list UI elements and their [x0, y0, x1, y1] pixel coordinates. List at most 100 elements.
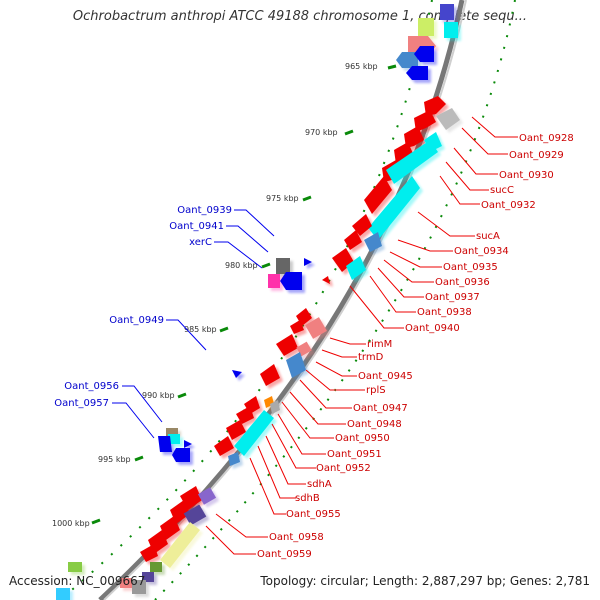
kbp-ticks [91, 64, 397, 525]
gene-reverse [280, 272, 302, 290]
leader-line [205, 525, 256, 555]
gene-forward [290, 320, 304, 334]
gene-label[interactable]: Oant_0959 [257, 549, 312, 560]
gene-label[interactable]: Oant_0928 [519, 133, 574, 144]
gene-reverse [232, 370, 242, 378]
leader-line [315, 361, 357, 377]
leader-line [214, 241, 263, 269]
leader-line [226, 225, 269, 253]
gene-reverse [406, 66, 428, 80]
gene-label[interactable]: sdhB [295, 493, 320, 504]
tick-label: 985 kbp [184, 325, 217, 334]
gene-label[interactable]: trmD [358, 352, 384, 363]
leader-line [305, 369, 365, 391]
gene-label[interactable]: Oant_0952 [316, 463, 371, 474]
gene-forward [170, 500, 190, 524]
gene-purple [197, 487, 217, 505]
gene-label[interactable]: Oant_0949 [109, 315, 164, 326]
leader-line [349, 285, 404, 329]
gene-grey [276, 258, 290, 274]
gene-label[interactable]: Oant_0936 [435, 277, 490, 288]
gene-label[interactable]: Oant_0932 [481, 200, 536, 211]
gene-pink [120, 578, 132, 588]
right-leaders [205, 116, 518, 555]
tick-970 [344, 129, 354, 136]
gene-label[interactable]: Oant_0958 [269, 532, 324, 543]
gene-pink [305, 317, 327, 339]
gene-forward [414, 110, 436, 132]
leader-line [281, 401, 334, 439]
gene-label[interactable]: Oant_0935 [443, 262, 498, 273]
tick-label: 980 kbp [225, 261, 258, 270]
gene-label[interactable]: Oant_0957 [54, 398, 109, 409]
gene-label[interactable]: Oant_0951 [327, 449, 382, 460]
gene-label[interactable]: Oant_0938 [417, 307, 472, 318]
gene-forward [404, 126, 424, 148]
summary-text: Topology: circular; Length: 2,887,297 bp… [260, 574, 590, 588]
leader-line [397, 239, 453, 252]
gene-label[interactable]: Oant_0947 [353, 403, 408, 414]
tick-965 [387, 64, 397, 70]
gene-label[interactable]: Oant_0956 [64, 381, 119, 392]
gene-purple [183, 504, 207, 526]
gene-label[interactable]: sdhA [307, 479, 332, 490]
tick-label: 1000 kbp [52, 519, 90, 528]
gene-rna [368, 176, 420, 240]
gene-label[interactable]: Oant_0948 [347, 419, 402, 430]
tick-label: 990 kbp [142, 391, 175, 400]
tick-label: 995 kbp [98, 455, 131, 464]
gene-reverse [364, 232, 382, 252]
gene-grey [270, 400, 280, 414]
gene-forward [160, 516, 180, 540]
gene-label[interactable]: Oant_0940 [405, 323, 460, 334]
leader-line [215, 513, 268, 538]
gene-reverse [396, 52, 418, 68]
leader-line [166, 319, 207, 351]
leader-line [377, 267, 424, 298]
leader-line [445, 161, 489, 191]
gene-label[interactable]: sucA [476, 231, 500, 242]
tick-975 [302, 195, 312, 202]
gene-label[interactable]: Oant_0934 [454, 246, 509, 257]
gene-label[interactable]: Oant_0937 [425, 292, 480, 303]
gene-forward [226, 420, 246, 440]
gene-label[interactable]: Oant_0930 [499, 170, 554, 181]
gene-label[interactable]: xerC [189, 237, 212, 248]
leader-line [271, 423, 316, 469]
leader-line [299, 379, 352, 409]
gene-label[interactable]: Oant_0945 [358, 371, 413, 382]
gene-rna [418, 18, 434, 36]
tick-1000 [91, 518, 101, 525]
gene-forward [260, 364, 280, 386]
gene-forward [364, 176, 392, 214]
leader-line [471, 116, 518, 138]
gene-label[interactable]: Oant_0955 [286, 509, 341, 520]
tick-990 [177, 392, 187, 399]
gene-magenta [268, 274, 280, 288]
gene-forward [276, 334, 298, 356]
gene-purple [142, 572, 154, 582]
gene-label[interactable]: rimM [367, 339, 392, 350]
gene-yellow [160, 522, 200, 568]
leader-line [122, 385, 163, 423]
tick-985 [219, 326, 229, 333]
gene-label[interactable]: Oant_0950 [335, 433, 390, 444]
leader-line [112, 402, 155, 439]
leader-line [417, 211, 475, 237]
gene-label[interactable]: Oant_0941 [169, 221, 224, 232]
gene-label[interactable]: sucC [490, 185, 514, 196]
leader-line [461, 127, 508, 155]
gene-olive [150, 562, 162, 572]
gene-grey [166, 428, 178, 436]
tick-label: 970 kbp [305, 128, 338, 137]
gene-label[interactable]: rplS [366, 385, 386, 396]
tick-label: 975 kbp [266, 194, 299, 203]
gene-label[interactable]: Oant_0929 [509, 150, 564, 161]
leader-line [453, 147, 498, 175]
gene-rna [346, 256, 366, 280]
inner-dotted-ring [59, 0, 433, 600]
gene-grey [436, 108, 460, 130]
gene-reverse [158, 436, 172, 452]
gene-forward [236, 406, 254, 424]
gene-label[interactable]: Oant_0939 [177, 205, 232, 216]
